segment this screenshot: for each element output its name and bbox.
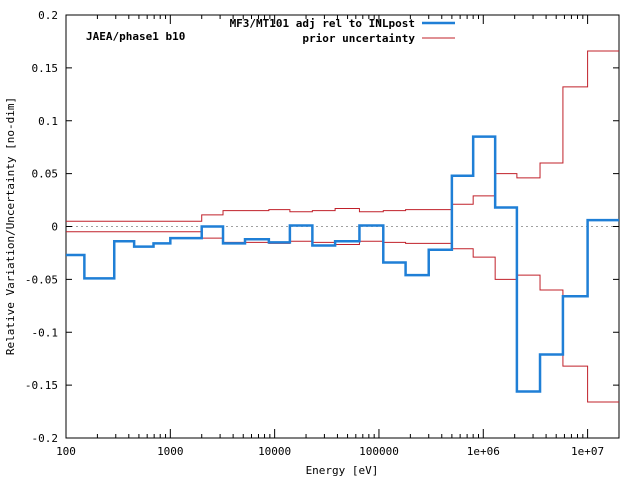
x-tick-label: 1000 — [157, 445, 184, 458]
legend-label-prior: prior uncertainty — [302, 32, 415, 45]
x-tick-label: 100 — [56, 445, 76, 458]
annotation: JAEA/phase1 b10 — [86, 30, 185, 43]
y-tick-label: 0.05 — [32, 168, 59, 181]
y-tick-label: -0.05 — [25, 273, 58, 286]
legend: MF3/MT101 adj rel to INLpost prior uncer… — [230, 17, 455, 45]
y-tick-label: -0.15 — [25, 379, 58, 392]
y-tick-label: 0.1 — [38, 115, 58, 128]
adj-variation-line — [66, 135, 619, 393]
y-tick-label: -0.2 — [32, 432, 59, 445]
legend-label-adj: MF3/MT101 adj rel to INLpost — [230, 17, 415, 30]
y-tick-label: 0.15 — [32, 62, 59, 75]
series-group — [66, 50, 619, 403]
x-tick-label: 100000 — [359, 445, 399, 458]
x-tick-label: 1e+07 — [571, 445, 604, 458]
x-axis-label: Energy [eV] — [306, 464, 379, 477]
y-tick-label: 0 — [51, 221, 58, 234]
prior-uncertainty-upper — [66, 50, 619, 222]
x-tick-label: 10000 — [258, 445, 291, 458]
ticks: -0.2 -0.15 -0.1 -0.05 0 0.05 0.1 0.15 0.2 100 1000… — [25, 9, 619, 458]
y-tick-label: -0.1 — [32, 326, 59, 339]
prior-uncertainty-lower — [66, 231, 619, 403]
y-axis-label: Relative Variation/Uncertainty [no-dim] — [4, 97, 17, 355]
y-tick-label: 0.2 — [38, 9, 58, 22]
x-tick-label: 1e+06 — [467, 445, 500, 458]
